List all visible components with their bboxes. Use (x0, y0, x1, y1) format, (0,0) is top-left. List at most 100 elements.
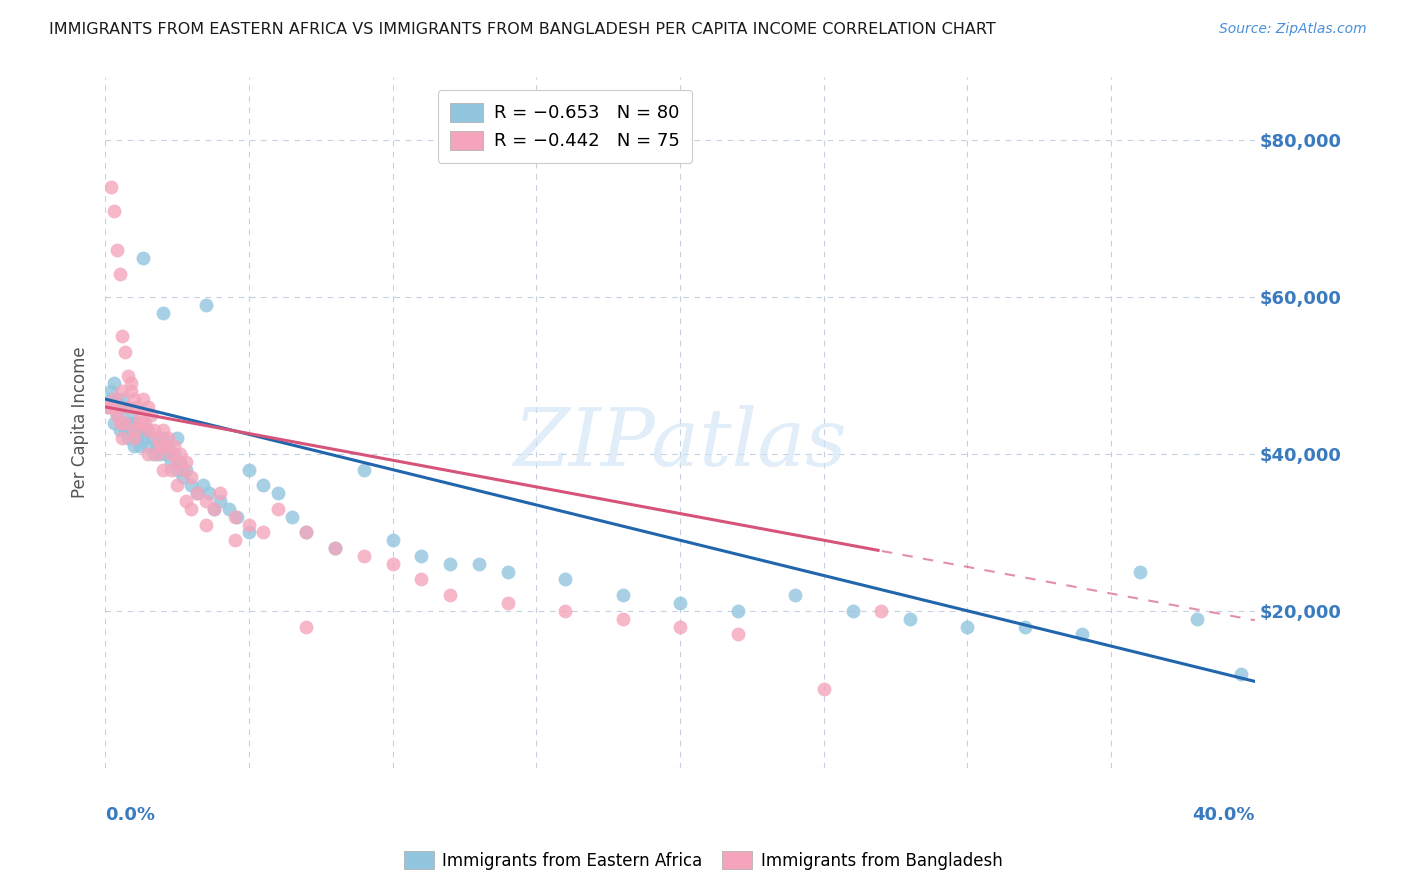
Point (209, 494, 232, 508)
Point (612, 612, 634, 626)
Point (1014, 619, 1036, 633)
Point (295, 525, 318, 540)
Point (160, 462, 183, 476)
Point (1129, 565, 1152, 579)
Point (163, 447, 186, 461)
Point (128, 424, 150, 438)
Point (136, 439, 159, 453)
Point (496, 596, 519, 610)
Point (238, 517, 260, 532)
Point (114, 400, 136, 414)
Point (105, 400, 128, 414)
Point (117, 416, 139, 430)
Text: 0.0%: 0.0% (105, 805, 155, 823)
Point (496, 565, 519, 579)
Point (226, 509, 249, 524)
Point (813, 682, 835, 697)
Point (381, 533, 404, 548)
Point (204, 501, 226, 516)
Point (146, 431, 169, 445)
Point (103, 203, 125, 218)
Point (128, 416, 150, 430)
Point (134, 416, 156, 430)
Point (468, 557, 491, 571)
Point (841, 604, 863, 618)
Point (174, 494, 197, 508)
Point (103, 376, 125, 391)
Point (209, 486, 232, 500)
Point (125, 431, 148, 445)
Point (122, 416, 145, 430)
Point (197, 486, 219, 500)
Point (128, 439, 150, 453)
Point (180, 478, 202, 492)
Point (131, 251, 153, 265)
Point (166, 455, 188, 469)
Point (224, 509, 246, 524)
Legend: R = −0.653   N = 80, R = −0.442   N = 75: R = −0.653 N = 80, R = −0.442 N = 75 (437, 90, 692, 163)
Point (727, 627, 749, 641)
Point (120, 376, 142, 391)
Point (105, 408, 128, 422)
Point (131, 416, 153, 430)
Point (174, 462, 197, 476)
Y-axis label: Per Capita Income: Per Capita Income (72, 347, 89, 499)
Point (238, 525, 260, 540)
Point (100, 400, 122, 414)
Point (146, 439, 169, 453)
Point (381, 557, 404, 571)
Point (281, 509, 304, 524)
Point (100, 384, 122, 399)
Point (353, 462, 375, 476)
Point (554, 604, 576, 618)
Point (224, 533, 246, 548)
Point (323, 541, 346, 555)
Point (114, 424, 136, 438)
Point (103, 416, 125, 430)
Point (108, 424, 131, 438)
Point (122, 431, 145, 445)
Point (108, 416, 131, 430)
Point (111, 431, 134, 445)
Point (252, 525, 274, 540)
Point (186, 486, 208, 500)
Point (172, 462, 194, 476)
Point (114, 345, 136, 359)
Point (143, 424, 166, 438)
Point (439, 588, 461, 602)
Point (266, 486, 288, 500)
Point (194, 494, 217, 508)
Text: IMMIGRANTS FROM EASTERN AFRICA VS IMMIGRANTS FROM BANGLADESH PER CAPITA INCOME C: IMMIGRANTS FROM EASTERN AFRICA VS IMMIGR… (49, 22, 995, 37)
Point (149, 439, 172, 453)
Point (1071, 627, 1094, 641)
Point (194, 517, 217, 532)
Point (323, 541, 346, 555)
Point (108, 400, 131, 414)
Point (180, 501, 202, 516)
Legend: Immigrants from Eastern Africa, Immigrants from Bangladesh: Immigrants from Eastern Africa, Immigran… (396, 845, 1010, 877)
Point (136, 400, 159, 414)
Point (111, 384, 134, 399)
Point (191, 478, 214, 492)
Point (146, 447, 169, 461)
Point (252, 478, 274, 492)
Point (163, 439, 186, 453)
Point (898, 612, 921, 626)
Point (194, 298, 217, 312)
Point (100, 392, 122, 406)
Point (122, 424, 145, 438)
Point (136, 424, 159, 438)
Point (131, 392, 153, 406)
Point (160, 447, 183, 461)
Point (120, 384, 142, 399)
Point (114, 416, 136, 430)
Point (136, 447, 159, 461)
Point (111, 329, 134, 343)
Point (160, 455, 183, 469)
Point (105, 408, 128, 422)
Point (136, 424, 159, 438)
Point (169, 455, 191, 469)
Point (103, 400, 125, 414)
Point (128, 408, 150, 422)
Point (152, 424, 174, 438)
